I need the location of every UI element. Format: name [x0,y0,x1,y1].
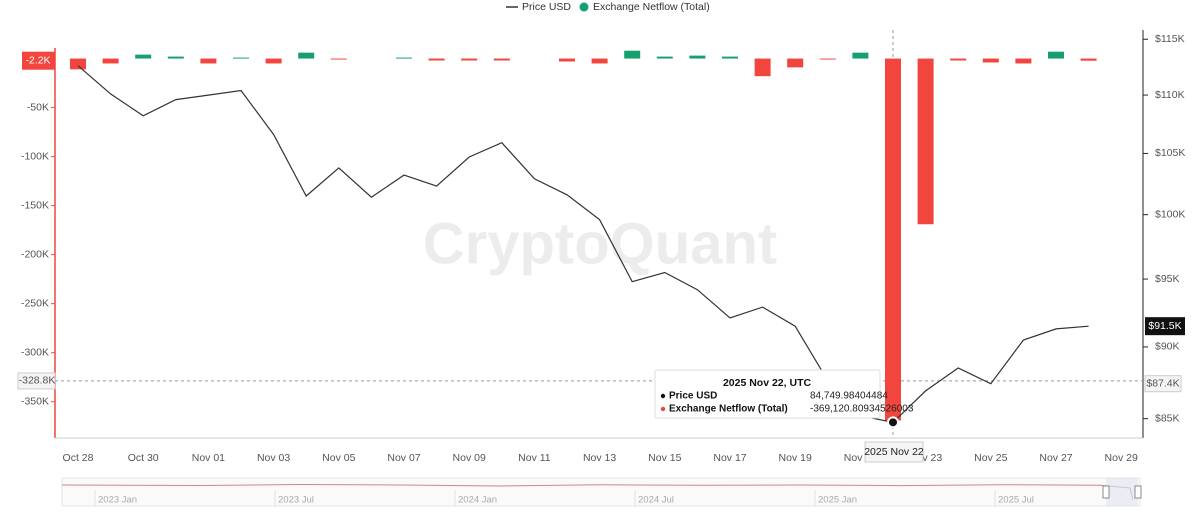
bar [200,58,217,64]
crosshair-label: -328.8K [19,375,56,387]
x-tick-label: Nov 05 [322,452,355,464]
x-tick-label: Nov 13 [583,452,616,464]
x-tick-label: Nov 25 [974,452,1007,464]
x-tick-label: Nov 15 [648,452,681,464]
bar [1080,58,1097,61]
legend-dot [579,2,589,12]
tooltip-name: Price USD [669,391,717,402]
legend-label: Price USD [522,1,571,13]
bar [689,55,706,59]
bar [428,58,445,61]
last-value-box [1145,317,1185,336]
hover-point [887,416,899,429]
bar [493,58,510,61]
x-tick-label: Oct 28 [63,452,94,464]
navigator-handle[interactable] [1134,485,1142,499]
y-tick-label: -250K [21,297,49,309]
x-tick-label: Nov 11 [518,452,551,464]
x-tick-label: Nov 17 [713,452,746,464]
y2-tick-label: $90K [1155,341,1180,353]
bar [298,52,315,59]
bar [265,58,282,64]
price-line [77,65,1089,424]
bar [591,58,608,64]
y2-tick-label: $100K [1155,208,1185,220]
bar [819,58,836,60]
tooltip-name: Exchange Netflow (Total) [669,404,788,415]
last-value-label: -2.2K [25,54,50,66]
navigator-line [61,483,1134,501]
x-tick-label: Nov 07 [387,452,420,464]
navigator-window[interactable] [1106,478,1138,506]
bar [102,58,119,64]
tooltip-value: -369,120.80934526003 [810,404,914,415]
y2-tick-label: $85K [1155,412,1180,424]
tooltip-bullet [660,406,666,412]
bar [722,56,738,59]
y-tick-label: -200K [21,248,49,260]
y-tick-label: -350K [21,396,49,408]
x-tick-label: Oct 30 [128,452,159,464]
navigator-label: 2025 Jul [998,495,1034,506]
crosshair-box [864,441,924,463]
y2-tick-label: $110K [1155,89,1185,101]
bar [167,56,184,59]
bar [233,57,249,59]
y2-tick-label: $105K [1155,147,1185,159]
bar [917,58,934,225]
navigator-label: 2024 Jan [458,495,497,506]
bar [656,56,673,59]
last-value-label: $91.5K [1148,320,1181,332]
navigator-handle[interactable] [1102,485,1110,499]
watermark: CryptoQuant [423,211,777,276]
bar [330,58,347,60]
bar [461,58,478,61]
navigator-labels: 2023 Jan 2023 Jul 2024 Jan 2024 Jul 2025 Jan… [94,490,1034,506]
bar [950,58,967,61]
bar [787,58,804,68]
last-value-box [22,51,55,70]
bar [885,58,901,421]
bar [396,57,412,59]
x-tick-label: Nov 29 [1105,452,1138,464]
x-tick-label: Nov 09 [453,452,486,464]
y2-tick-label: $95K [1155,273,1180,285]
bar [559,58,575,62]
tooltip-value: 84,749.98404484 [810,391,888,402]
navigator-label: 2023 Jan [98,495,137,506]
tooltip-bullet [660,393,666,399]
legend-label: Exchange Netflow (Total) [593,1,710,13]
bar [624,50,641,59]
x-tick-label: Nov 19 [779,452,812,464]
y-tick-label: -300K [21,346,49,358]
navigator [61,477,1141,507]
bar [754,58,771,77]
y-tick-label: -100K [21,150,49,162]
tooltip [654,369,881,419]
navigator-label: 2023 Jul [278,495,314,506]
bar [135,54,152,59]
crosshair-label: $87.4K [1146,377,1179,389]
x-tick-label: Nov 03 [257,452,290,464]
navigator-label: 2024 Jul [638,495,674,506]
bar [1015,58,1032,64]
bar [982,58,999,63]
crosshair-box [1144,375,1182,393]
bar [70,58,86,70]
bar [852,52,869,59]
crosshair-label: 2025 Nov 22 [864,446,924,458]
y2-tick-label: $115K [1155,33,1185,45]
tooltip-title: 2025 Nov 22, UTC [723,377,812,389]
y-tick-label: -150K [21,199,49,211]
y-tick-label: -50K [27,101,49,113]
crosshair-box [17,372,56,390]
navigator-label: 2025 Jan [818,495,857,506]
bar [1048,51,1064,59]
x-tick-label: Nov 01 [192,452,225,464]
plot-area: -50K -100K -150K -200K -250K -300K -350K $115K $… [17,30,1185,464]
x-tick-label: Nov 27 [1039,452,1072,464]
